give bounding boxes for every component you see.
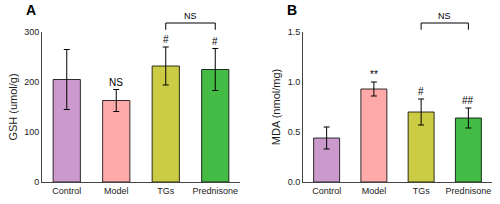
svg-text:200: 200 — [24, 77, 39, 87]
svg-text:#: # — [163, 34, 169, 45]
svg-text:Control: Control — [312, 186, 341, 196]
svg-text:0: 0 — [34, 177, 39, 187]
svg-text:NS: NS — [109, 77, 123, 88]
svg-text:1.5: 1.5 — [288, 27, 301, 37]
svg-text:Prednisone: Prednisone — [192, 186, 238, 196]
svg-text:#: # — [212, 36, 218, 47]
svg-text:B: B — [287, 2, 297, 18]
svg-text:TGs: TGs — [157, 186, 174, 196]
svg-text:1.0: 1.0 — [288, 77, 301, 87]
svg-text:NS: NS — [438, 11, 451, 21]
svg-text:100: 100 — [24, 127, 39, 137]
svg-text:**: ** — [370, 69, 378, 80]
svg-text:0.5: 0.5 — [288, 127, 301, 137]
svg-text:Model: Model — [104, 186, 129, 196]
svg-text:0.0: 0.0 — [288, 177, 301, 187]
svg-text:Control: Control — [52, 186, 81, 196]
svg-text:Model: Model — [362, 186, 387, 196]
svg-text:#: # — [418, 86, 424, 97]
svg-text:Prednisone: Prednisone — [446, 186, 492, 196]
svg-text:GSH (umol/g): GSH (umol/g) — [7, 73, 19, 140]
svg-text:##: ## — [462, 95, 474, 106]
svg-text:NS: NS — [184, 11, 197, 21]
svg-text:TGs: TGs — [413, 186, 430, 196]
svg-text:MDA (nmol/mg): MDA (nmol/mg) — [270, 69, 282, 145]
svg-text:A: A — [26, 2, 36, 18]
svg-text:300: 300 — [24, 27, 39, 37]
